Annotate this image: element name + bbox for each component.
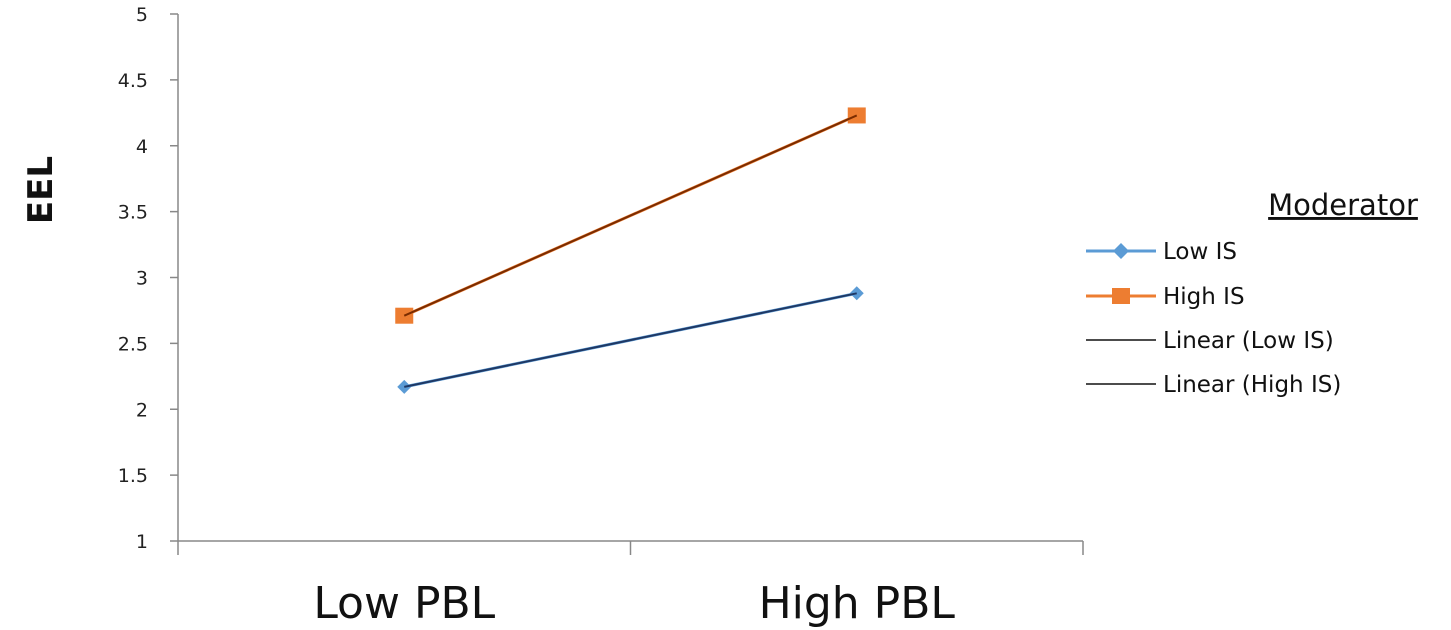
trendline-0 bbox=[404, 292, 857, 388]
x-category-labels: Low PBL High PBL bbox=[313, 578, 955, 629]
x-category-label: Low PBL bbox=[313, 578, 495, 629]
x-category-label: High PBL bbox=[759, 578, 956, 629]
trendline-1 bbox=[403, 114, 858, 317]
y-tick-label: 1.5 bbox=[118, 465, 148, 487]
legend-square-marker bbox=[1112, 288, 1130, 304]
y-tick-label: 2.5 bbox=[118, 333, 148, 355]
legend-diamond-marker bbox=[1113, 243, 1129, 259]
y-tick-label: 4.5 bbox=[118, 70, 148, 92]
y-tick-label: 2 bbox=[136, 399, 148, 421]
y-tick-label: 1 bbox=[136, 531, 148, 553]
legend-entry-label: Linear (High IS) bbox=[1163, 372, 1341, 398]
axes bbox=[170, 13, 1084, 555]
y-tick-label: 5 bbox=[136, 4, 148, 26]
series-lines bbox=[395, 107, 866, 394]
y-tick-label: 3 bbox=[136, 268, 148, 290]
legend: Moderator Low IS High IS Linear (Low IS) Li… bbox=[1086, 188, 1418, 398]
legend-title: Moderator bbox=[1268, 188, 1418, 222]
y-tick-label: 3.5 bbox=[118, 202, 148, 224]
legend-entry-label: High IS bbox=[1163, 284, 1245, 310]
y-tick-label: 4 bbox=[136, 136, 148, 158]
y-axis-label: EEL bbox=[21, 156, 61, 224]
legend-entry-label: Linear (Low IS) bbox=[1163, 328, 1334, 354]
legend-entry-label: Low IS bbox=[1163, 239, 1237, 265]
y-tick-labels: 1 1.5 2 2.5 3 3.5 4 4.5 5 bbox=[118, 4, 148, 553]
